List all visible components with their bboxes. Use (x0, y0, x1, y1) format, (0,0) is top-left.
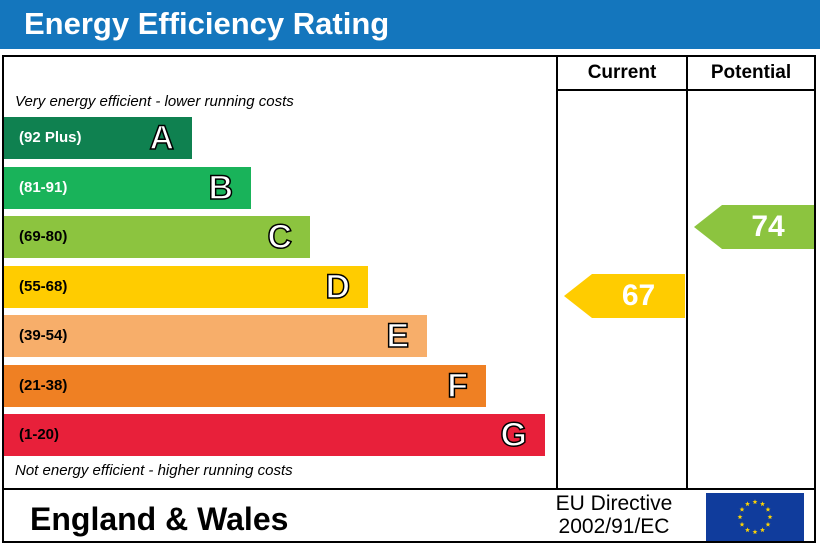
eu-flag-icon (706, 493, 804, 541)
eu-star-icon (739, 521, 745, 527)
footer-divider (2, 488, 816, 490)
inefficient-note: Not energy efficient - higher running co… (15, 462, 293, 479)
eu-star-icon (737, 514, 743, 520)
band-letter-label: A (149, 118, 175, 158)
band-range-label: (39-54) (19, 327, 68, 344)
band-letter-label: C (267, 217, 293, 257)
efficient-note: Very energy efficient - lower running co… (15, 93, 294, 110)
band-d: (55-68) D (4, 266, 368, 308)
band-letter-label: G (500, 415, 528, 455)
potential-rating-marker: 74 (694, 205, 814, 249)
band-range-label: (21-38) (19, 377, 68, 394)
band-letter-label: B (208, 168, 234, 208)
page-title: Energy Efficiency Rating (24, 6, 390, 41)
band-f: (21-38) F (4, 365, 486, 407)
rating-frame (2, 55, 816, 543)
eu-star-icon (760, 501, 765, 507)
band-range-label: (92 Plus) (19, 129, 82, 146)
divider-current-left (556, 55, 558, 490)
band-c: (69-80) C (4, 216, 310, 258)
title-bar: Energy Efficiency Rating (0, 0, 820, 49)
eu-star-icon (752, 499, 758, 505)
eu-stars-icon (737, 499, 773, 535)
eu-star-icon (765, 521, 771, 527)
potential-rating-value: 74 (751, 210, 785, 243)
eu-directive-label: EU Directive (555, 492, 673, 515)
band-letter-label: D (325, 267, 351, 307)
band-letter-label: E (386, 316, 410, 356)
divider-potential-left (686, 55, 688, 490)
band-e: (39-54) E (4, 315, 427, 357)
band-range-label: (69-80) (19, 228, 68, 245)
eu-directive-number: 2002/91/EC (558, 515, 670, 538)
band-b: (81-91) B (4, 167, 251, 209)
band-range-label: (1-20) (19, 426, 60, 443)
eu-star-icon (745, 527, 750, 533)
eu-star-icon (745, 501, 750, 507)
eu-star-icon (760, 527, 765, 533)
band-range-label: (55-68) (19, 278, 68, 295)
eu-star-icon (765, 506, 771, 512)
eu-star-icon (739, 506, 745, 512)
eu-star-icon (767, 514, 773, 520)
current-rating-value: 67 (621, 279, 656, 312)
potential-column-header: Potential (710, 62, 792, 83)
band-range-label: (81-91) (19, 179, 68, 196)
header-divider (556, 89, 816, 91)
band-a: (92 Plus) A (4, 117, 192, 159)
current-rating-marker: 67 (564, 274, 685, 318)
current-column-header: Current (587, 62, 657, 83)
eu-star-icon (752, 529, 758, 535)
band-g: (1-20) G (4, 414, 545, 456)
band-letter-label: F (446, 366, 468, 406)
country-label: England & Wales (30, 501, 289, 537)
